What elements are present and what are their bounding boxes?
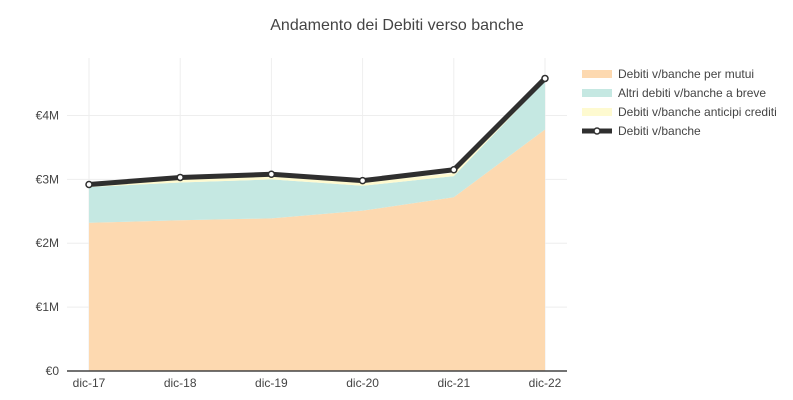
total-line-point[interactable] bbox=[541, 74, 549, 83]
area-series-2[interactable] bbox=[89, 80, 545, 223]
legend-item[interactable]: Debiti v/banche per mutui bbox=[582, 67, 754, 81]
y-tick-label: €4M bbox=[36, 108, 59, 122]
x-tick-label: dic-17 bbox=[73, 376, 106, 390]
legend-swatch bbox=[582, 70, 612, 78]
total-line[interactable] bbox=[88, 76, 547, 187]
x-tick-label: dic-22 bbox=[529, 376, 562, 390]
total-line-point[interactable] bbox=[85, 180, 93, 189]
legend-label: Altri debiti v/banche a breve bbox=[618, 86, 766, 100]
legend-label: Debiti v/banche anticipi crediti bbox=[618, 105, 777, 119]
line-layer bbox=[85, 74, 549, 189]
y-tick-label: €2M bbox=[36, 236, 59, 250]
total-line-point[interactable] bbox=[358, 176, 367, 185]
total-line-point[interactable] bbox=[450, 166, 458, 174]
legend-label: Debiti v/banche per mutui bbox=[618, 67, 754, 81]
legend-label: Debiti v/banche bbox=[618, 124, 701, 138]
axes: €0 €1M €2M €3M €4M dic-17 dic-18 dic-19 dic-20 di… bbox=[36, 108, 567, 390]
legend-item[interactable]: Debiti v/banche anticipi crediti bbox=[582, 105, 777, 119]
x-tick-label: dic-18 bbox=[164, 376, 197, 390]
y-tick-label: €1M bbox=[36, 300, 59, 314]
total-line-point[interactable] bbox=[176, 173, 184, 182]
legend[interactable]: Debiti v/banche per mutui Altri debiti v/… bbox=[582, 67, 777, 138]
y-tick-label: €3M bbox=[36, 172, 59, 186]
chart-title: Andamento dei Debiti verso banche bbox=[270, 17, 524, 34]
legend-item[interactable]: Altri debiti v/banche a breve bbox=[582, 86, 766, 100]
legend-swatch bbox=[582, 89, 612, 97]
legend-item[interactable]: Debiti v/banche bbox=[582, 124, 701, 138]
x-tick-label: dic-20 bbox=[346, 376, 379, 390]
area-layer bbox=[89, 79, 545, 371]
x-tick-label: dic-19 bbox=[255, 376, 288, 390]
area-series-1[interactable] bbox=[89, 129, 545, 371]
legend-swatch bbox=[582, 108, 612, 116]
y-tick-label: €0 bbox=[46, 364, 60, 378]
legend-marker bbox=[593, 127, 601, 135]
x-tick-label: dic-21 bbox=[437, 376, 470, 390]
total-line-point[interactable] bbox=[267, 170, 276, 179]
